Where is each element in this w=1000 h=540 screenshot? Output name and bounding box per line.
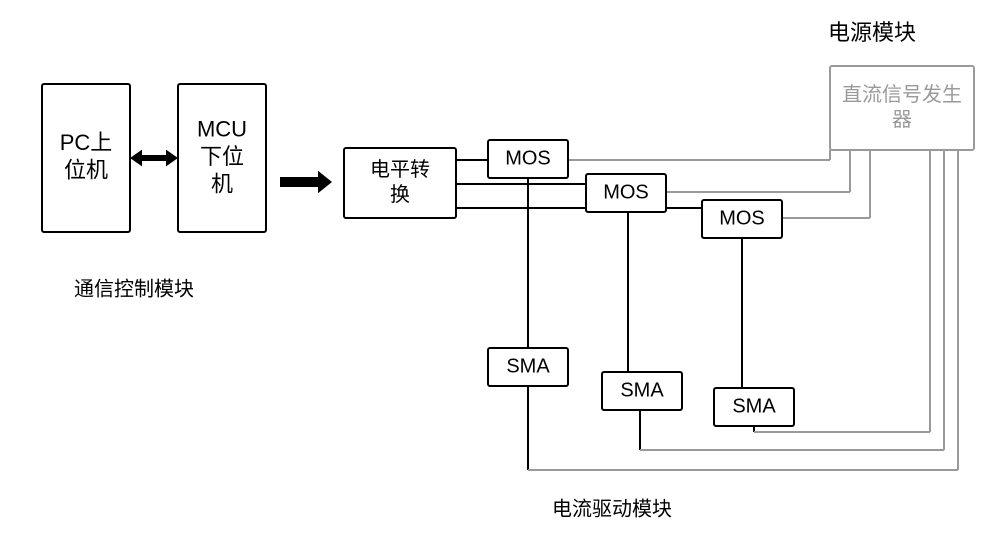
label-power: 电源模块 <box>828 20 916 45</box>
node-sma1: SMA <box>488 348 568 386</box>
node-sma2: SMA <box>602 372 682 410</box>
svg-text:下位: 下位 <box>200 144 244 169</box>
node-pc: PC上位机 <box>42 84 130 232</box>
node-dcgen: 直流信号发生器 <box>830 66 974 150</box>
node-mcu: MCU 下位机 <box>178 84 266 232</box>
svg-text:MCU: MCU <box>197 116 247 141</box>
svg-text:PC上: PC上 <box>60 130 113 155</box>
node-mos2: MOS <box>586 174 666 212</box>
svg-text:直流信号发生: 直流信号发生 <box>842 83 962 106</box>
svg-text:MOS: MOS <box>719 207 765 229</box>
svg-text:机: 机 <box>211 171 233 196</box>
label-comm: 通信控制模块 <box>74 277 194 300</box>
svg-text:电平转: 电平转 <box>370 158 430 181</box>
node-mos3: MOS <box>702 200 782 238</box>
node-mos1: MOS <box>488 140 568 178</box>
svg-text:器: 器 <box>892 109 912 131</box>
node-sma3: SMA <box>714 388 794 426</box>
label-drive: 电流驱动模块 <box>552 497 672 520</box>
svg-text:SMA: SMA <box>620 379 664 401</box>
svg-text:换: 换 <box>390 183 410 206</box>
svg-text:SMA: SMA <box>732 395 776 417</box>
node-level: 电平转换 <box>344 148 456 218</box>
svg-text:SMA: SMA <box>506 355 550 377</box>
svg-text:MOS: MOS <box>603 181 649 203</box>
svg-text:位机: 位机 <box>64 158 108 183</box>
diagram-canvas: PC上位机 MCU 下位机 电平转换 MOS MOS MOS SMA SMA SMA 直流信号发生器… <box>0 0 1000 540</box>
svg-text:MOS: MOS <box>505 147 551 169</box>
